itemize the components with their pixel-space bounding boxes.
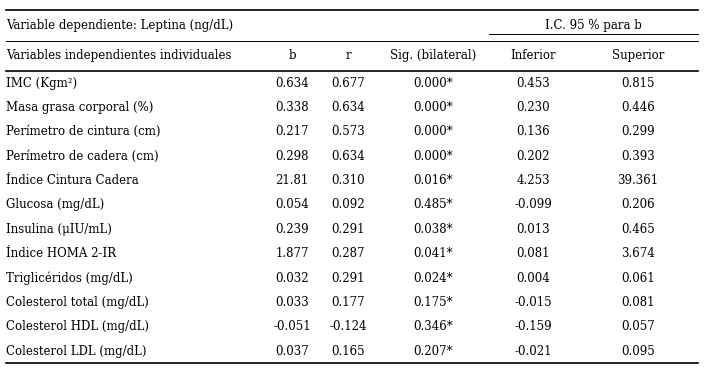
- Text: 0.207*: 0.207*: [413, 345, 453, 358]
- Text: 0.024*: 0.024*: [413, 272, 453, 284]
- Text: -0.159: -0.159: [515, 320, 552, 333]
- Text: Perímetro de cintura (cm): Perímetro de cintura (cm): [6, 125, 160, 138]
- Text: 0.393: 0.393: [621, 150, 655, 163]
- Text: -0.099: -0.099: [515, 199, 552, 211]
- Text: 0.298: 0.298: [275, 150, 309, 163]
- Text: 0.634: 0.634: [332, 101, 365, 114]
- Text: 0.291: 0.291: [332, 272, 365, 284]
- Text: 0.032: 0.032: [275, 272, 309, 284]
- Text: Colesterol HDL (mg/dL): Colesterol HDL (mg/dL): [6, 320, 149, 333]
- Text: 0.081: 0.081: [621, 296, 655, 309]
- Text: Insulina (μIU/mL): Insulina (μIU/mL): [6, 223, 111, 236]
- Text: 0.217: 0.217: [275, 125, 309, 138]
- Text: 0.287: 0.287: [332, 247, 365, 260]
- Text: 0.000*: 0.000*: [413, 77, 453, 89]
- Text: Variable dependiente: Leptina (ng/dL): Variable dependiente: Leptina (ng/dL): [6, 19, 233, 32]
- Text: 0.230: 0.230: [517, 101, 550, 114]
- Text: 0.338: 0.338: [275, 101, 309, 114]
- Text: 0.177: 0.177: [332, 296, 365, 309]
- Text: 0.485*: 0.485*: [413, 199, 453, 211]
- Text: -0.124: -0.124: [329, 320, 367, 333]
- Text: -0.015: -0.015: [515, 296, 552, 309]
- Text: 39.361: 39.361: [617, 174, 658, 187]
- Text: Sig. (bilateral): Sig. (bilateral): [390, 49, 476, 62]
- Text: 0.165: 0.165: [332, 345, 365, 358]
- Text: 0.346*: 0.346*: [413, 320, 453, 333]
- Text: -0.051: -0.051: [273, 320, 311, 333]
- Text: Triglicéridos (mg/dL): Triglicéridos (mg/dL): [6, 271, 132, 285]
- Text: 0.299: 0.299: [621, 125, 655, 138]
- Text: 0.000*: 0.000*: [413, 125, 453, 138]
- Text: Índice Cintura Cadera: Índice Cintura Cadera: [6, 174, 139, 187]
- Text: 0.033: 0.033: [275, 296, 309, 309]
- Text: 0.092: 0.092: [332, 199, 365, 211]
- Text: 0.175*: 0.175*: [413, 296, 453, 309]
- Text: IMC (Kgm²): IMC (Kgm²): [6, 77, 77, 89]
- Text: Variables independientes individuales: Variables independientes individuales: [6, 49, 231, 62]
- Text: 0.016*: 0.016*: [413, 174, 453, 187]
- Text: 0.000*: 0.000*: [413, 101, 453, 114]
- Text: Glucosa (mg/dL): Glucosa (mg/dL): [6, 199, 104, 211]
- Text: 0.291: 0.291: [332, 223, 365, 236]
- Text: 0.054: 0.054: [275, 199, 309, 211]
- Text: 1.877: 1.877: [275, 247, 309, 260]
- Text: 0.081: 0.081: [517, 247, 550, 260]
- Text: I.C. 95 % para b: I.C. 95 % para b: [546, 19, 642, 32]
- Text: 0.239: 0.239: [275, 223, 309, 236]
- Text: 0.004: 0.004: [517, 272, 550, 284]
- Text: 0.037: 0.037: [275, 345, 309, 358]
- Text: Colesterol total (mg/dL): Colesterol total (mg/dL): [6, 296, 149, 309]
- Text: 0.041*: 0.041*: [413, 247, 453, 260]
- Text: 0.057: 0.057: [621, 320, 655, 333]
- Text: b: b: [289, 49, 296, 62]
- Text: 0.634: 0.634: [275, 77, 309, 89]
- Text: -0.021: -0.021: [515, 345, 552, 358]
- Text: 0.634: 0.634: [332, 150, 365, 163]
- Text: 0.013: 0.013: [517, 223, 550, 236]
- Text: 0.310: 0.310: [332, 174, 365, 187]
- Text: 4.253: 4.253: [517, 174, 550, 187]
- Text: Superior: Superior: [612, 49, 664, 62]
- Text: 0.095: 0.095: [621, 345, 655, 358]
- Text: 0.573: 0.573: [332, 125, 365, 138]
- Text: Inferior: Inferior: [510, 49, 556, 62]
- Text: 0.000*: 0.000*: [413, 150, 453, 163]
- Text: 0.453: 0.453: [517, 77, 550, 89]
- Text: 0.136: 0.136: [517, 125, 550, 138]
- Text: 0.206: 0.206: [621, 199, 655, 211]
- Text: Masa grasa corporal (%): Masa grasa corporal (%): [6, 101, 153, 114]
- Text: 0.061: 0.061: [621, 272, 655, 284]
- Text: Colesterol LDL (mg/dL): Colesterol LDL (mg/dL): [6, 345, 146, 358]
- Text: 0.202: 0.202: [517, 150, 550, 163]
- Text: 0.815: 0.815: [621, 77, 655, 89]
- Text: 0.446: 0.446: [621, 101, 655, 114]
- Text: r: r: [346, 49, 351, 62]
- Text: 21.81: 21.81: [275, 174, 309, 187]
- Text: 0.677: 0.677: [332, 77, 365, 89]
- Text: Perímetro de cadera (cm): Perímetro de cadera (cm): [6, 150, 158, 163]
- Text: Índice HOMA 2-IR: Índice HOMA 2-IR: [6, 247, 115, 260]
- Text: 3.674: 3.674: [621, 247, 655, 260]
- Text: 0.465: 0.465: [621, 223, 655, 236]
- Text: 0.038*: 0.038*: [413, 223, 453, 236]
